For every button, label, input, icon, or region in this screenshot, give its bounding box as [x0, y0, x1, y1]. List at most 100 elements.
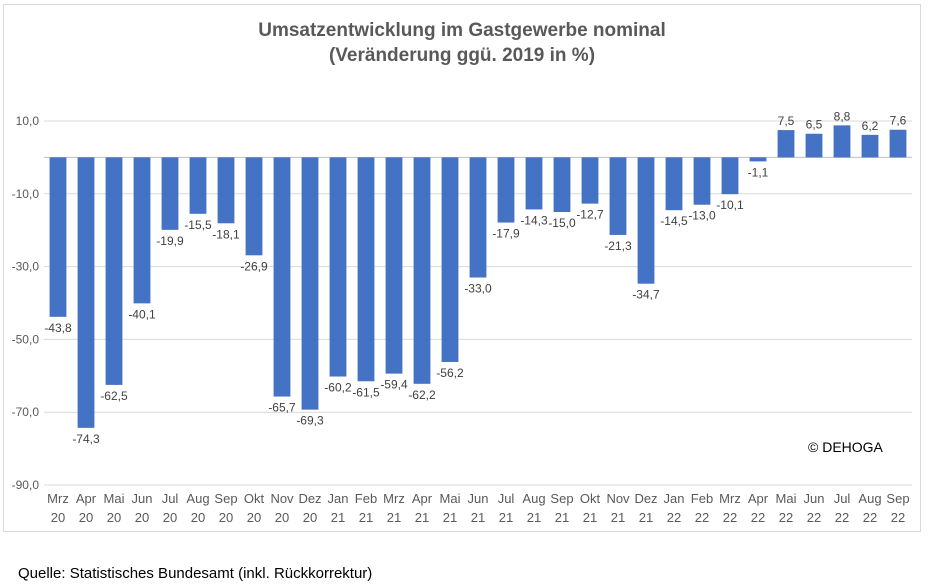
x-tick-month: Okt	[580, 491, 601, 506]
data-label: -14,5	[660, 214, 688, 228]
bar	[833, 125, 851, 158]
data-label: -10,1	[716, 198, 744, 212]
bar	[749, 157, 767, 162]
x-tick-month: Jun	[804, 491, 825, 506]
x-tick-month: Okt	[244, 491, 265, 506]
x-tick-year: 21	[359, 510, 373, 525]
x-tick-year: 22	[863, 510, 877, 525]
bar	[49, 157, 67, 317]
data-label: -17,9	[492, 227, 520, 241]
x-tick-month: Nov	[606, 491, 630, 506]
x-tick-year: 21	[527, 510, 541, 525]
x-tick-month: Mai	[440, 491, 461, 506]
data-label: -13,0	[688, 209, 716, 223]
data-label: -59,4	[380, 378, 408, 392]
bar-chart: -43,8 -74,3 -62,5 -40,1 -19,9-15,5-18,1 -26,9…	[12, 109, 912, 525]
bar	[525, 157, 543, 210]
x-tick-year: 20	[303, 510, 317, 525]
data-label: -74,3	[72, 432, 100, 446]
y-tick-label: -70,0	[12, 405, 40, 419]
bar	[329, 157, 347, 377]
bar	[161, 157, 179, 230]
data-label: -65,7	[268, 401, 296, 415]
data-label: -19,9	[156, 234, 184, 248]
data-label: -40,1	[128, 307, 156, 321]
data-label: 6,5	[806, 118, 823, 132]
x-tick-month: Dez	[634, 491, 657, 506]
bar	[357, 157, 375, 382]
bar	[273, 157, 291, 397]
x-tick-month: Jul	[162, 491, 179, 506]
x-tick-year: 22	[779, 510, 793, 525]
x-tick-year: 21	[499, 510, 513, 525]
x-tick-year: 21	[639, 510, 653, 525]
bar	[189, 157, 207, 214]
x-tick-month: Dez	[298, 491, 321, 506]
x-tick-month: Jul	[498, 491, 515, 506]
data-label: -56,2	[436, 366, 464, 380]
x-tick-year: 21	[387, 510, 401, 525]
bar	[777, 130, 795, 158]
chart-frame	[3, 4, 921, 532]
x-tick-month: Sep	[550, 491, 573, 506]
data-label: -26,9	[240, 259, 268, 273]
x-tick-year: 21	[331, 510, 345, 525]
chart-subtitle: (Veränderung ggü. 2019 in %)	[328, 45, 596, 66]
x-tick-month: Aug	[186, 491, 209, 506]
bar	[301, 157, 319, 410]
bar	[721, 157, 739, 195]
data-label: -43,8	[44, 321, 72, 335]
y-axis-ticks: 10,0 -10,0 -30,0 -50,0 -70,0 -90,0	[12, 114, 40, 492]
data-label: -69,3	[296, 414, 324, 428]
data-label: -21,3	[604, 239, 632, 253]
bar	[665, 157, 683, 211]
bar	[497, 157, 515, 223]
x-tick-month: Mrz	[383, 491, 405, 506]
x-tick-year: 20	[163, 510, 177, 525]
data-label: 7,5	[778, 114, 795, 128]
bar	[385, 157, 403, 374]
bar	[553, 157, 571, 212]
x-tick-year: 20	[191, 510, 205, 525]
source-note: Quelle: Statistisches Bundesamt (inkl. R…	[18, 565, 373, 582]
x-tick-month: Aug	[858, 491, 881, 506]
x-tick-month: Apr	[748, 491, 769, 506]
data-label: -62,2	[408, 388, 436, 402]
bar	[693, 157, 711, 205]
bar	[581, 157, 599, 204]
y-tick-label: -90,0	[12, 478, 40, 492]
bar	[469, 157, 487, 278]
copyright-note: © DEHOGA	[808, 439, 883, 455]
bar	[105, 157, 123, 385]
data-label: -14,3	[520, 213, 548, 227]
data-label: -33,0	[464, 282, 492, 296]
x-tick-month: Mai	[776, 491, 797, 506]
x-tick-year: 20	[219, 510, 233, 525]
chart-title: Umsatzentwicklung im Gastgewerbe nominal	[258, 20, 666, 41]
data-label: 6,2	[862, 119, 879, 133]
x-tick-month: Aug	[522, 491, 545, 506]
data-label: -60,2	[324, 381, 352, 395]
bar	[861, 134, 879, 158]
x-tick-month: Sep	[886, 491, 909, 506]
x-tick-year: 21	[415, 510, 429, 525]
x-tick-year: 20	[135, 510, 149, 525]
data-label: -61,5	[352, 385, 380, 399]
x-tick-year: 20	[51, 510, 65, 525]
x-tick-year: 21	[583, 510, 597, 525]
x-tick-year: 22	[695, 510, 709, 525]
x-tick-year: 21	[443, 510, 457, 525]
data-labels: -43,8 -74,3 -62,5 -40,1 -19,9-15,5-18,1 -26,9…	[44, 109, 906, 445]
data-label: 7,6	[890, 114, 907, 128]
data-label: -12,7	[576, 208, 604, 222]
x-tick-year: 22	[667, 510, 681, 525]
x-tick-month: Jun	[132, 491, 153, 506]
bar	[637, 157, 655, 284]
x-tick-year: 20	[79, 510, 93, 525]
y-tick-label: 10,0	[16, 114, 40, 128]
x-tick-year: 21	[555, 510, 569, 525]
data-label: 8,8	[834, 109, 851, 123]
bar	[133, 157, 151, 304]
bar	[889, 129, 907, 158]
x-tick-month: Feb	[691, 491, 713, 506]
